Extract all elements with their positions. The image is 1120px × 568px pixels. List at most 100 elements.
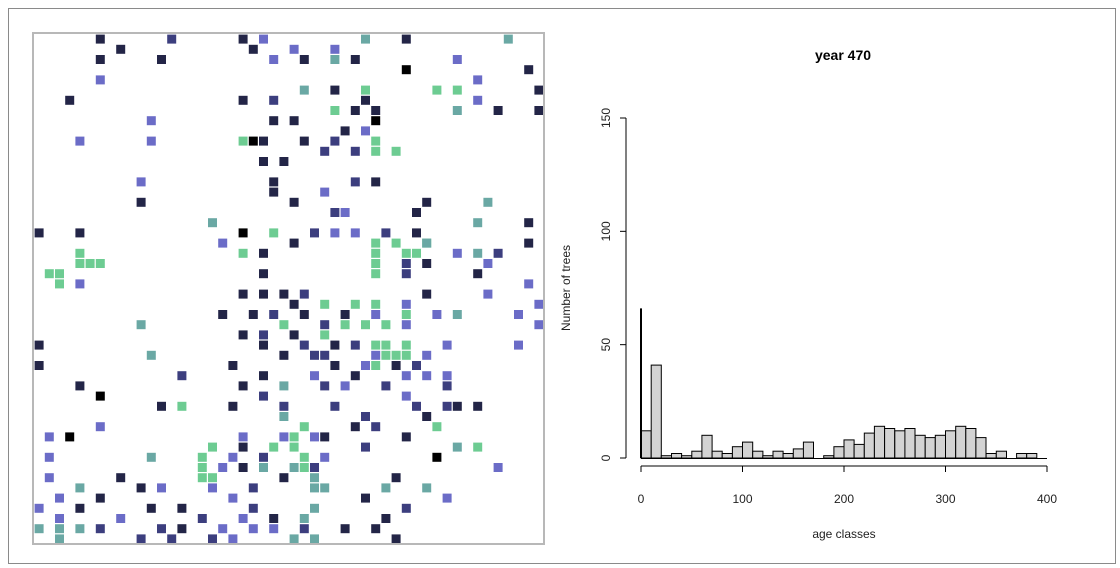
tree-cell-navy [238,34,248,44]
tree-cell-blue [401,299,411,309]
tree-cell-navy [422,412,432,421]
tree-cell-navy [350,422,360,432]
tree-cell-green [432,422,442,432]
tree-cell-blue [208,483,217,493]
histogram-bar [873,425,886,459]
age-histogram: year 470 0 50 100 150 0 100 200 300 400 age clas… [559,47,1057,541]
x-tick-label: 100 [732,492,752,506]
y-tick-label: 100 [599,221,613,241]
tree-cell-green [371,361,381,370]
tree-cell-indigo [371,422,381,432]
tree-cell-navy [340,524,350,534]
forest-grid-map [32,32,545,545]
tree-cell-green [391,238,401,248]
tree-cell-indigo [330,401,340,411]
histogram-bar [934,434,946,459]
tree-cell-blue [320,452,330,462]
tree-cell-navy [248,44,258,54]
tree-cell-blue [361,126,370,136]
tree-cell-teal [381,483,391,493]
tree-cell-navy [238,95,248,105]
tree-cell-blue [401,320,411,330]
tree-cell-teal [136,320,146,330]
tree-cell-blue [432,310,442,319]
tree-cell-green [361,320,370,330]
tree-cell-blue [238,514,248,523]
tree-cell-navy [238,463,248,472]
tree-cell-navy [401,34,411,44]
tree-cell-teal [473,248,483,258]
tree-cell-navy [238,289,248,299]
tree-cell-indigo [279,401,289,411]
tree-cell-navy [136,483,146,493]
tree-cell-navy [269,514,279,523]
tree-cell-indigo [442,381,452,391]
tree-cell-blue [238,432,248,442]
tree-cell-green [452,85,462,95]
tree-cell-green [299,452,309,462]
histogram-bar [863,432,875,459]
tree-cell-indigo [248,503,258,513]
tree-cell-teal [146,452,156,462]
histogram-bar [945,430,957,459]
tree-cell-green [208,473,217,483]
histogram-bar [650,364,662,459]
histogram-bar [853,443,865,459]
tree-cell-teal [483,197,493,207]
tree-cell-green [75,248,85,258]
tree-cell-green [371,136,381,146]
tree-cell-indigo [310,463,319,472]
tree-cell-navy [228,361,238,370]
tree-cell-green [432,85,442,95]
tree-cell-teal [473,218,483,228]
histogram-bar [914,434,926,459]
tree-cell-green [371,248,381,258]
x-axis-label: age classes [812,527,875,541]
tree-cell-indigo [350,177,360,187]
tree-cell-green [197,463,207,472]
tree-cell-blue [228,452,238,462]
histogram-bar [995,450,1007,459]
tree-cell-navy [116,44,126,54]
tree-cell-navy [116,473,126,483]
tree-cell-navy [34,340,44,350]
tree-cell-black [432,452,442,462]
tree-cell-blue [452,248,462,258]
tree-cell-blue [289,44,299,54]
tree-cell-navy [279,289,289,299]
tree-cell-navy [350,106,360,115]
tree-cell-navy [473,269,483,279]
tree-cell-blue [534,299,543,309]
tree-cell-blue [514,310,523,319]
tree-cell-teal [259,463,268,472]
tree-cell-navy [289,197,299,207]
tree-cell-black [65,432,75,442]
tree-cell-blue [524,279,534,289]
tree-cell-navy [218,310,228,319]
tree-cell-navy [279,157,289,166]
tree-cell-blue [75,279,85,289]
tree-cell-navy [279,473,289,483]
tree-cell-blue [340,381,350,391]
tree-cell-green [412,248,421,258]
tree-cell-teal [310,473,319,483]
tree-cell-blue [422,371,432,381]
tree-cell-green [371,238,381,248]
tree-cell-blue [248,524,258,534]
histogram-bar [752,450,764,459]
tree-cell-navy [422,289,432,299]
tree-cell-indigo [299,524,309,534]
tree-cell-blue [371,310,381,319]
tree-cell-green [391,146,401,156]
tree-cell-black [95,391,105,401]
tree-cell-green [238,136,248,146]
histogram-bar [681,455,693,459]
tree-cell-indigo [320,350,330,360]
tree-cell-navy [299,136,309,146]
forest-grid-canvas [34,34,543,543]
tree-cell-blue [95,422,105,432]
tree-cell-navy [248,310,258,319]
tree-cell-blue [55,514,64,523]
tree-cell-indigo [401,503,411,513]
y-tick-label: 50 [599,338,613,352]
